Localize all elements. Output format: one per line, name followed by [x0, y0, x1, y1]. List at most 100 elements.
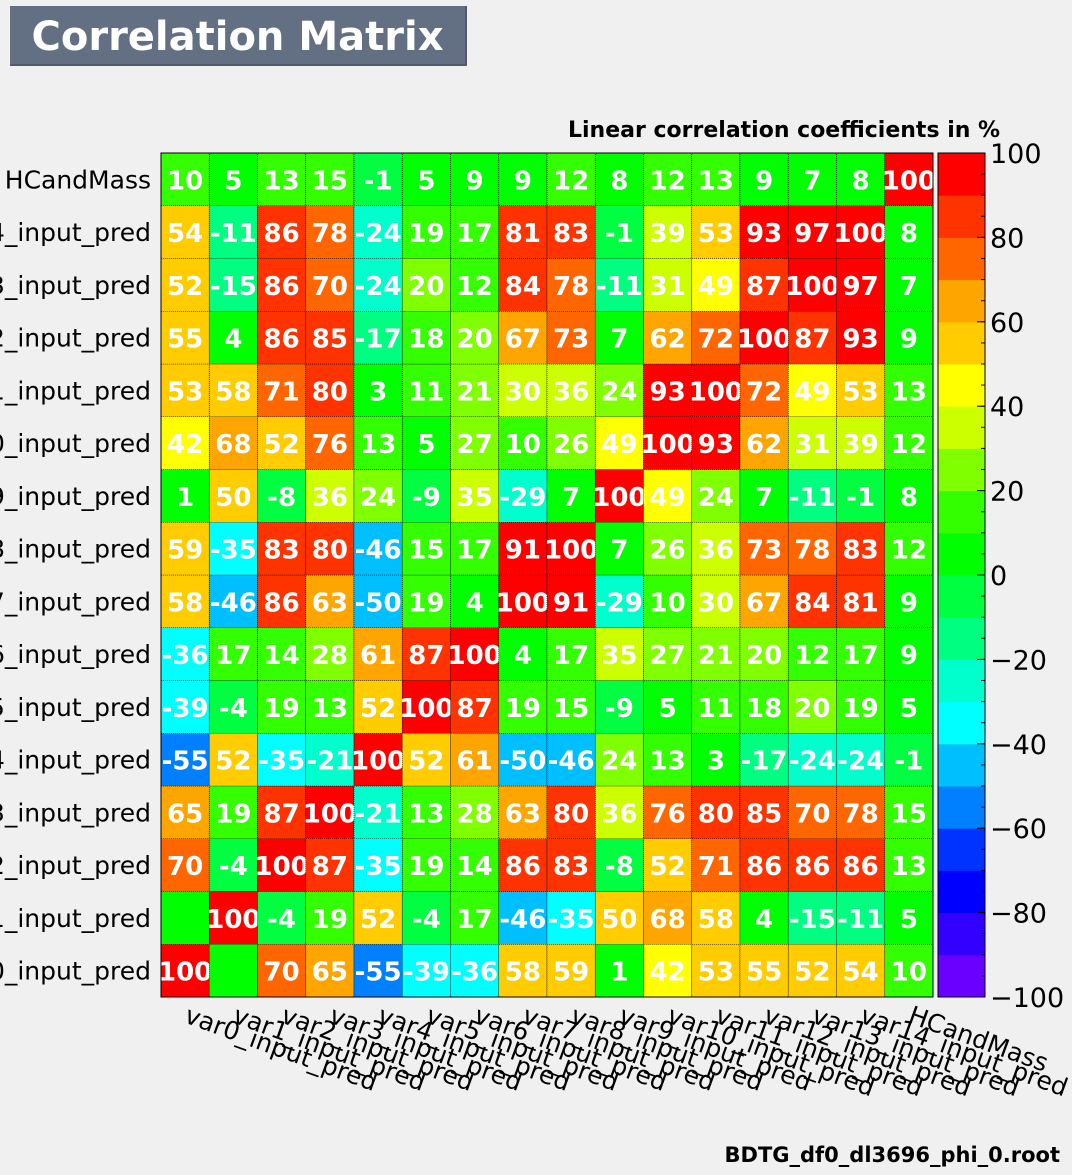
heatmap-cell: [401, 469, 451, 523]
cell-value-label: 80: [553, 799, 589, 829]
cell-value-label: 35: [457, 483, 493, 513]
cell-value-label: 72: [746, 377, 782, 407]
cell-value-label: -8: [267, 483, 296, 513]
cell-value-label: 83: [553, 219, 589, 249]
cell-value-label: 49: [698, 272, 734, 302]
cell-value-label: 81: [843, 588, 879, 618]
colorbar-segment: [938, 701, 985, 745]
cell-value-label: 78: [843, 799, 879, 829]
cell-value-label: 9: [755, 166, 773, 196]
cell-value-label: 26: [553, 430, 589, 460]
cell-value-label: 86: [264, 272, 300, 302]
cell-value-label: 7: [562, 483, 580, 513]
cell-value-label: 87: [746, 272, 782, 302]
cell-value-label: 5: [224, 166, 242, 196]
cell-value-label: 19: [408, 588, 444, 618]
heatmap-cell: [739, 627, 789, 681]
cell-value-label: 13: [264, 166, 300, 196]
cell-value-label: 35: [601, 641, 637, 671]
heatmap-cell: [353, 152, 403, 207]
cell-value-label: 4: [755, 905, 773, 935]
cell-value-label: 65: [312, 958, 348, 988]
heatmap-cell: [208, 469, 258, 523]
cell-value-label: 9: [900, 641, 918, 671]
cell-value-label: 13: [312, 694, 348, 724]
cell-value-label: 7: [900, 272, 918, 302]
cell-value-label: 61: [360, 641, 396, 671]
cell-value-label: -15: [789, 905, 836, 935]
cell-value-label: 7: [755, 483, 773, 513]
heatmap-cell: [787, 732, 837, 787]
colorbar-tick-label: −60: [990, 814, 1047, 845]
cell-value-label: 100: [158, 958, 212, 988]
cell-value-label: 86: [505, 852, 541, 882]
cell-value-label: 8: [900, 483, 918, 513]
heatmap-cell: [160, 785, 210, 840]
heatmap-cell: [305, 785, 355, 840]
cell-value-label: 13: [891, 852, 927, 882]
cell-value-label: 53: [698, 219, 734, 249]
cell-value-label: 19: [843, 694, 879, 724]
cell-value-label: 1: [610, 958, 628, 988]
cell-value-label: 93: [746, 219, 782, 249]
y-axis-label: HCandMass: [5, 165, 151, 194]
heatmap-cell: [643, 205, 693, 259]
heatmap-cell: [739, 310, 789, 365]
heatmap-cell: [401, 363, 451, 418]
heatmap-cell: [353, 258, 403, 312]
heatmap-cell: [160, 891, 210, 945]
cell-value-label: 55: [167, 325, 203, 355]
heatmap-cell: [498, 205, 548, 259]
cell-value-label: 53: [698, 958, 734, 988]
cell-value-label: -35: [355, 852, 402, 882]
y-axis-label: 1_input_pred: [0, 904, 151, 933]
cell-value-label: -55: [355, 958, 402, 988]
heatmap-cell: [691, 574, 741, 629]
cell-value-label: 5: [417, 166, 435, 196]
cell-value-label: 28: [312, 641, 348, 671]
cell-value-label: 84: [794, 588, 830, 618]
heatmap-cell: [257, 416, 307, 470]
heatmap-cell: [787, 416, 837, 470]
heatmap-cell: [160, 205, 210, 259]
heatmap-cell: [401, 891, 451, 945]
y-axis-label: 3_input_pred: [0, 798, 151, 827]
colorbar-tick-label: −80: [990, 899, 1047, 930]
cell-value-label: 13: [408, 799, 444, 829]
colorbar-segment: [938, 575, 985, 618]
y-axis-label: 6_input_pred: [0, 640, 151, 669]
colorbar-segment: [938, 406, 985, 449]
cell-value-label: -24: [789, 747, 836, 777]
page-title: Correlation Matrix: [31, 14, 444, 60]
cell-value-label: 100: [689, 377, 743, 407]
colorbar-segment: [938, 153, 985, 196]
heatmap-cell: [305, 574, 355, 629]
cell-value-label: 81: [505, 219, 541, 249]
heatmap-cell: [305, 891, 355, 945]
cell-value-label: -8: [605, 852, 634, 882]
heatmap-cell: [546, 521, 596, 576]
cell-value-label: 52: [264, 430, 300, 460]
cell-value-label: 28: [457, 799, 493, 829]
heatmap-cell: [401, 785, 451, 840]
heatmap-cell: [643, 310, 693, 365]
heatmap-cell: [450, 574, 500, 629]
cell-value-label: 18: [408, 325, 444, 355]
cell-value-label: 71: [264, 377, 300, 407]
heatmap-cell: [353, 732, 403, 787]
cell-value-label: 100: [206, 905, 260, 935]
cell-value-label: -36: [451, 958, 498, 988]
cell-value-label: -4: [219, 694, 248, 724]
heatmap-cell: [787, 205, 837, 259]
heatmap-cell: [691, 680, 741, 734]
cell-value-label: 5: [900, 694, 918, 724]
colorbar-segment: [938, 532, 985, 576]
colorbar-segment: [938, 912, 985, 956]
heatmap-cell: [257, 574, 307, 629]
cell-value-label: 70: [312, 272, 348, 302]
heatmap-cell: [401, 574, 451, 629]
cell-value-label: 13: [360, 430, 396, 460]
title-box: Correlation Matrix: [10, 6, 467, 66]
cell-value-label: 3: [707, 747, 725, 777]
heatmap-cell: [643, 416, 693, 470]
